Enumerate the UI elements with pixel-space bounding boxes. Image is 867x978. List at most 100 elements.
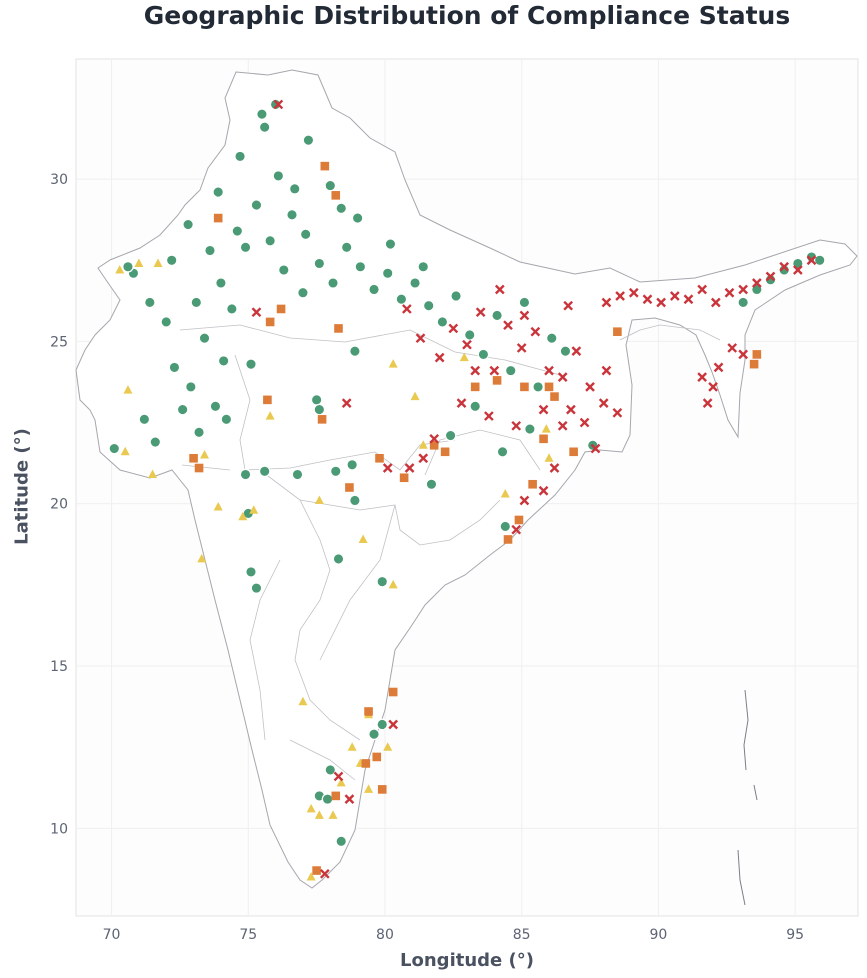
circle-point: [346, 458, 359, 471]
triangle-point: [541, 424, 551, 433]
cross-point: [656, 297, 666, 308]
circle-point: [239, 241, 252, 254]
circle-point: [778, 264, 791, 276]
circle-point: [176, 403, 189, 416]
circle-point: [239, 468, 252, 481]
cross-point: [585, 382, 595, 392]
cross-point: [273, 99, 284, 110]
cross-point: [418, 453, 429, 464]
circle-point: [160, 316, 173, 328]
cross-point: [697, 372, 707, 382]
circle-point: [764, 273, 777, 286]
circle-point: [138, 413, 151, 426]
triangle-point: [213, 501, 223, 511]
cross-point: [503, 320, 513, 331]
cross-point: [511, 524, 522, 535]
triangle-point: [383, 742, 393, 751]
square-point: [194, 463, 204, 473]
square-point: [544, 382, 554, 392]
circle-point: [286, 208, 298, 221]
circle-point: [376, 575, 389, 588]
circle-point: [417, 260, 430, 273]
circle-point: [143, 296, 156, 309]
cross-point: [601, 297, 612, 308]
square-point: [345, 483, 354, 492]
circle-point: [168, 361, 181, 374]
cross-point: [738, 284, 749, 295]
triangle-point: [500, 488, 510, 498]
circle-point: [313, 257, 326, 270]
cross-point: [538, 404, 549, 415]
state-borders: [179, 324, 721, 781]
circle-point: [737, 296, 750, 309]
triangle-point: [388, 579, 398, 589]
circle-point: [335, 835, 348, 848]
square-point: [613, 327, 622, 336]
triangle-point: [197, 553, 207, 563]
cross-point: [415, 333, 426, 344]
square-point: [429, 440, 439, 450]
circle-point: [198, 332, 211, 345]
cross-point: [333, 771, 344, 782]
triangle-point: [134, 258, 144, 268]
x-tick-label: 75: [239, 927, 257, 943]
circle-point: [425, 478, 438, 491]
cross-point: [738, 349, 749, 360]
cross-point: [475, 307, 486, 318]
square-point: [276, 304, 286, 314]
cross-point: [489, 365, 500, 376]
square-point: [503, 535, 513, 544]
circle-point: [335, 202, 348, 215]
andaman-islands: [737, 689, 758, 906]
chart-title: Geographic Distribution of Compliance St…: [143, 1, 791, 30]
cross-point: [710, 297, 721, 308]
cross-point: [628, 287, 639, 298]
circle-point: [108, 442, 121, 455]
triangle-point: [336, 777, 346, 787]
circle-point: [165, 254, 178, 267]
x-tick-label: 95: [786, 927, 804, 943]
triangle-point: [153, 258, 163, 268]
circle-point: [245, 566, 257, 578]
circle-point: [226, 303, 238, 315]
circle-point: [182, 218, 194, 231]
circle-point: [310, 394, 323, 406]
cross-point: [462, 339, 472, 350]
circle-point: [258, 465, 271, 478]
square-point: [361, 759, 371, 768]
cross-point: [382, 463, 393, 473]
india-outline: [75, 69, 858, 889]
x-tick-label: 90: [649, 927, 667, 943]
circle-point: [231, 225, 244, 237]
circle-point: [288, 182, 301, 195]
cross-point: [557, 420, 568, 431]
square-point: [372, 752, 382, 762]
circle-point: [324, 764, 337, 776]
circle-point: [215, 277, 227, 289]
cross-point: [571, 346, 582, 357]
cross-point: [404, 463, 415, 473]
circle-point: [444, 429, 457, 442]
triangle-point: [410, 391, 420, 401]
y-axis-title: Latitude (°): [11, 428, 33, 545]
triangle-point: [314, 495, 324, 504]
circle-point: [477, 348, 490, 361]
square-point: [331, 791, 341, 801]
square-point: [492, 376, 502, 385]
cross-point: [549, 463, 560, 473]
cross-point: [319, 868, 330, 879]
circle-point: [264, 234, 276, 247]
triangle-point: [148, 469, 158, 479]
circle-point: [351, 212, 364, 224]
triangle-point: [265, 411, 275, 420]
circle-point: [332, 553, 345, 565]
y-tick-label: 15: [50, 659, 68, 675]
square-point: [470, 382, 480, 392]
square-point: [312, 866, 321, 875]
cross-point: [615, 291, 625, 301]
circle-point: [321, 793, 334, 805]
circle-point: [122, 260, 134, 273]
triangle-point: [200, 450, 210, 459]
cross-point: [484, 411, 494, 421]
